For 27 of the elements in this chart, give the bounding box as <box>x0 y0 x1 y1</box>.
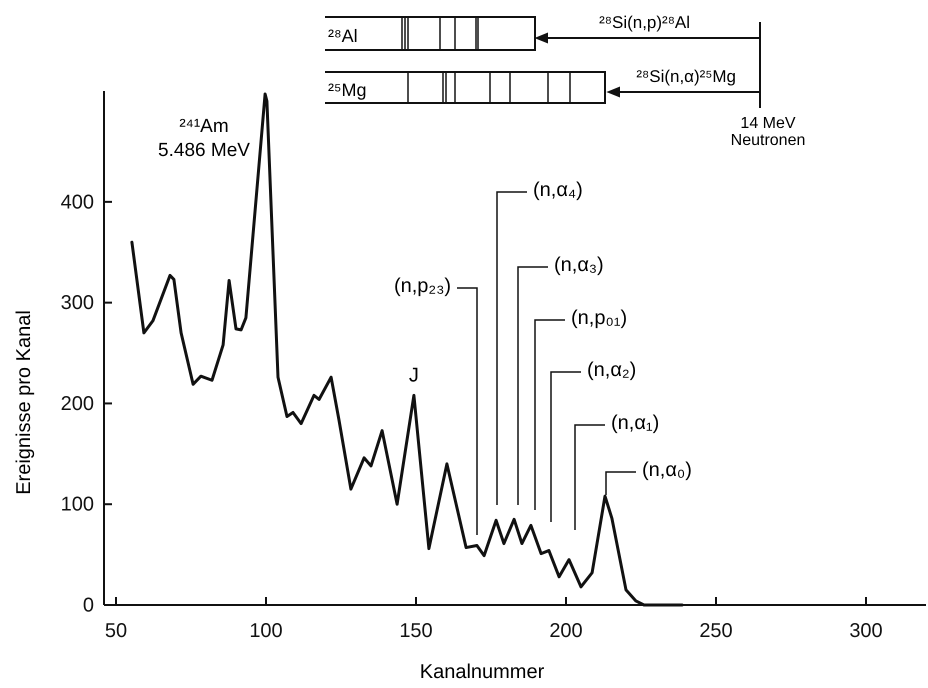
text: ²⁸Al <box>328 26 358 46</box>
annotation: ²⁵Mg <box>328 80 366 100</box>
x-axis-title: Kanalnummer <box>420 661 545 683</box>
annotation: (n,α₀) <box>642 459 692 481</box>
y-tick-label: 200 <box>60 392 94 415</box>
x-tick-label: 100 <box>249 620 283 642</box>
x-tick-label: 50 <box>104 620 128 642</box>
annotation: 14 MeV Neutronen <box>730 115 806 149</box>
annotation: J <box>408 364 419 386</box>
x-tick-label: 200 <box>549 620 583 642</box>
annotation: (n,α₁) <box>611 412 660 434</box>
y-tick-label: 300 <box>60 292 94 314</box>
y-tick-label: 0 <box>82 594 94 616</box>
y-tick-label: 100 <box>60 494 94 516</box>
annotation: (n,p₀₁) <box>571 307 628 329</box>
text: ²⁸Si(n,α)²⁵Mg <box>636 67 736 86</box>
x-tick-label: 300 <box>849 620 883 642</box>
x-tick-label: 150 <box>399 620 433 642</box>
annotation: (n,α₄) <box>533 179 583 201</box>
y-tick-label: 400 <box>60 191 94 214</box>
annotation: ²⁴¹Am 5.486 MeV <box>158 116 250 162</box>
annotation: (n,α₂) <box>587 359 636 381</box>
annotation: (n,p₂₃) <box>394 275 451 297</box>
annotation: (n,α₃) <box>554 254 604 276</box>
y-axis-title: Ereignisse pro Kanal <box>13 310 35 495</box>
x-tick-label: 250 <box>699 620 733 642</box>
text: ²⁸Si(n,p)²⁸Al <box>599 13 690 32</box>
